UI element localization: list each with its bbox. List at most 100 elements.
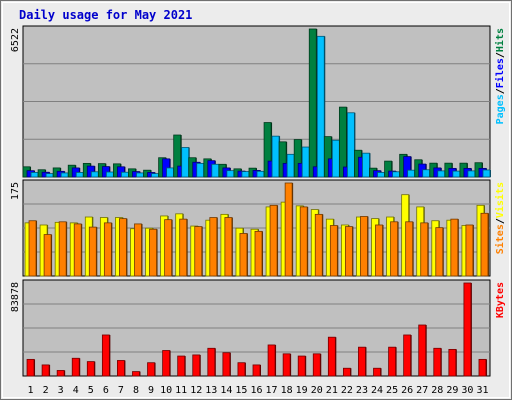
bar-pages-day-30	[467, 170, 476, 178]
bar-sites-day-12	[194, 226, 203, 277]
side-label-part: /	[495, 52, 506, 58]
bar-kbytes-day-14	[222, 352, 231, 377]
bar-kbytes-day-12	[192, 354, 201, 377]
bar-pages-day-25	[392, 171, 400, 178]
bar-sites-day-19	[299, 206, 308, 277]
bar-kbytes-day-10	[162, 350, 171, 377]
bar-kbytes-day-3	[56, 370, 65, 377]
bar-pages-day-22	[346, 112, 355, 178]
bar-pages-day-19	[301, 146, 310, 178]
x-tick-label: 1	[28, 385, 34, 396]
x-tick-label: 15	[235, 385, 247, 396]
side-label-hits-files-pages: Pages/Files/Hits	[494, 28, 506, 124]
bar-pages-day-13	[211, 163, 220, 178]
bar-kbytes-day-21	[327, 336, 336, 377]
bar-sites-day-11	[179, 218, 188, 277]
side-label-part: /	[495, 88, 506, 94]
y-max-label: 83878	[10, 282, 21, 312]
x-axis-labels: 1 2 3 4 5 6 7 8 9 10 11 12 13 14 15 16 17 18 19 20 21 22 23 24 2…	[28, 385, 489, 396]
bar-pages-day-17	[271, 135, 280, 178]
bar-hits-day-18	[278, 141, 287, 178]
side-label-part: Hits	[494, 28, 506, 52]
bar-pages-day-9	[151, 173, 159, 178]
bar-pages-day-2	[45, 173, 54, 178]
x-tick-label: 5	[88, 385, 94, 396]
bar-kbytes-day-5	[86, 361, 95, 377]
side-label-part: Sites	[494, 224, 506, 254]
bar-sites-day-29	[450, 218, 459, 277]
bar-pages-day-15	[241, 171, 250, 178]
bar-sites-day-10	[164, 219, 173, 277]
x-tick-label: 6	[103, 385, 109, 396]
bar-kbytes-day-15	[237, 362, 246, 377]
x-tick-label: 11	[175, 385, 187, 396]
bar-pages-day-31	[482, 169, 491, 178]
bar-pages-day-29	[452, 170, 461, 178]
bar-sites-day-7	[119, 218, 127, 277]
bar-hits-day-19	[293, 139, 302, 178]
x-tick-label: 26	[401, 385, 413, 396]
bar-pages-day-20	[316, 35, 325, 178]
bar-kbytes-day-30	[463, 282, 472, 377]
x-tick-label: 30	[461, 385, 473, 396]
x-tick-label: 18	[281, 385, 293, 396]
bar-pages-day-7	[121, 171, 129, 178]
x-tick-label: 16	[250, 385, 262, 396]
bar-kbytes-day-23	[358, 346, 366, 377]
side-label-kbytes: KBytes	[495, 282, 506, 318]
x-tick-label: 14	[220, 385, 232, 396]
bar-sites-day-17	[269, 204, 278, 277]
bar-pages-day-18	[286, 153, 295, 178]
bar-sites-day-4	[73, 223, 82, 277]
bar-sites-day-21	[329, 225, 338, 277]
bar-sites-day-27	[420, 222, 429, 277]
bar-kbytes-day-7	[117, 360, 125, 377]
x-tick-label: 27	[416, 385, 428, 396]
bar-pages-day-16	[256, 170, 265, 178]
x-tick-label: 24	[371, 385, 383, 396]
bar-kbytes-day-24	[373, 367, 381, 377]
bar-sites-day-16	[254, 230, 263, 277]
bar-sites-day-8	[134, 223, 142, 277]
bar-kbytes-day-29	[448, 348, 457, 377]
bar-pages-day-12	[196, 162, 205, 178]
bar-kbytes-day-27	[418, 324, 427, 377]
panel-visits-sites: 175 Sites/Visits	[10, 179, 506, 277]
x-tick-label: 10	[160, 385, 172, 396]
bar-pages-day-24	[377, 172, 385, 178]
bar-kbytes-day-25	[388, 346, 396, 377]
bar-pages-day-23	[362, 152, 370, 178]
bar-sites-day-18	[284, 182, 293, 277]
side-label-part: Visits	[494, 182, 506, 218]
bar-pages-day-4	[75, 172, 84, 178]
bar-pages-day-11	[181, 147, 190, 178]
bar-pages-day-26	[407, 169, 416, 178]
bar-hits-day-22	[338, 106, 347, 178]
bar-kbytes-day-19	[297, 355, 306, 377]
bar-kbytes-day-31	[478, 358, 487, 377]
x-tick-label: 21	[326, 385, 338, 396]
bar-sites-day-28	[435, 227, 444, 277]
bar-kbytes-day-13	[207, 347, 216, 377]
bar-kbytes-day-16	[252, 364, 261, 377]
bar-pages-day-1	[30, 172, 39, 178]
bar-hits-day-21	[323, 136, 332, 178]
x-tick-label: 28	[431, 385, 443, 396]
x-tick-label: 13	[205, 385, 217, 396]
panel-kbytes: 83878 KBytes	[10, 279, 506, 377]
bar-kbytes-day-2	[41, 364, 50, 377]
bar-kbytes-day-26	[403, 334, 412, 377]
bar-sites-day-31	[480, 212, 489, 277]
x-tick-label: 20	[311, 385, 323, 396]
bar-sites-day-24	[375, 224, 383, 277]
x-tick-label: 25	[386, 385, 398, 396]
bar-sites-day-1	[28, 220, 37, 277]
bar-kbytes-day-6	[101, 334, 110, 377]
x-tick-label: 17	[266, 385, 278, 396]
side-label-part: KBytes	[495, 282, 506, 318]
bar-sites-day-30	[465, 224, 474, 277]
x-tick-label: 8	[133, 385, 139, 396]
bar-sites-day-5	[88, 226, 97, 277]
side-label-part: Pages	[495, 94, 506, 124]
